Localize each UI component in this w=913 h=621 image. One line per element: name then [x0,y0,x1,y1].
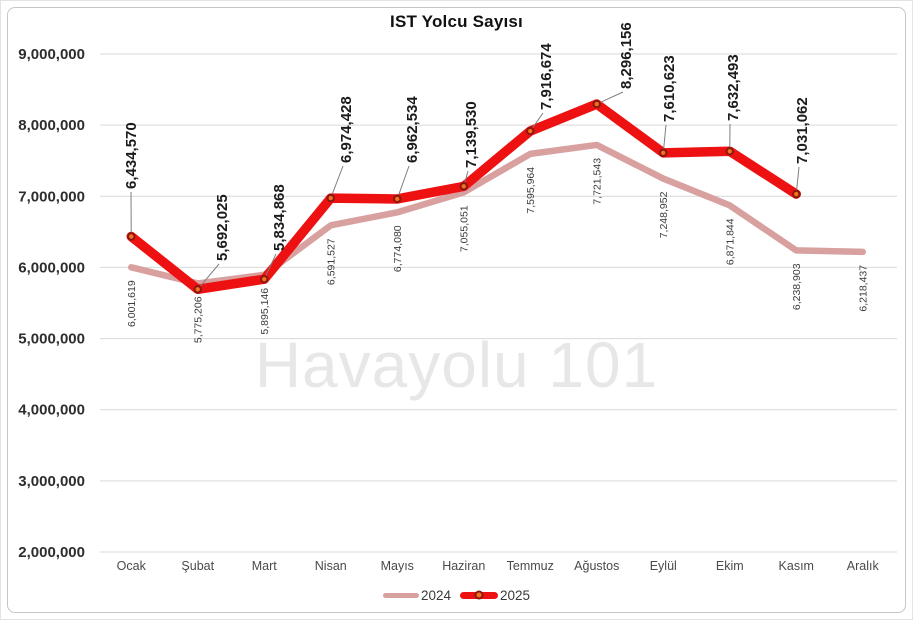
x-tick-label: Nisan [315,559,347,573]
y-tick-label: 6,000,000 [18,259,85,276]
data-point-marker-2025 [328,195,334,201]
y-tick-label: 4,000,000 [18,402,85,419]
legend-item-2024: 2024 [383,588,451,603]
data-label-2024: 6,871,844 [725,218,737,265]
data-label-2024: 7,248,952 [658,191,670,238]
data-label-2025: 6,434,570 [123,122,140,189]
data-point-marker-2025 [261,276,267,282]
data-label-2024: 7,721,543 [592,158,604,205]
legend-2025-line-swatch [460,592,498,599]
data-label-2025: 5,834,868 [271,184,288,251]
y-tick-label: 3,000,000 [18,473,85,490]
data-point-marker-2025 [461,183,467,189]
data-label-2024: 6,001,619 [126,280,138,327]
data-label-2024: 6,774,080 [392,225,404,272]
data-point-marker-2025 [660,150,666,156]
data-point-marker-2025 [594,101,600,107]
x-tick-label: Ekim [716,559,744,573]
legend-2025-label: 2025 [500,588,530,603]
x-tick-label: Ocak [117,559,147,573]
data-point-marker-2025 [195,286,201,292]
y-tick-label: 2,000,000 [18,544,85,561]
data-point-marker-2025 [394,196,400,202]
x-tick-label: Mart [252,559,278,573]
data-label-2025: 6,974,428 [338,96,355,163]
x-tick-label: Aralık [847,559,880,573]
legend-2024-label: 2024 [421,588,451,603]
data-label-2024: 5,895,146 [259,288,271,335]
data-label-2024: 6,218,437 [858,265,870,312]
x-tick-label: Mayıs [381,559,414,573]
x-tick-label: Ağustos [574,559,619,573]
data-point-marker-2025 [128,233,134,239]
legend-item-2025: 2025 [460,588,530,603]
data-point-marker-2025 [793,191,799,197]
data-label-2025: 7,916,674 [538,43,555,110]
data-point-marker-2025 [727,148,733,154]
data-label-2025: 6,962,534 [404,96,421,163]
x-tick-label: Temmuz [507,559,554,573]
x-tick-label: Kasım [779,559,814,573]
data-label-2024: 7,055,051 [459,205,471,252]
x-tick-label: Şubat [181,559,214,573]
x-tick-label: Eylül [650,559,677,573]
data-label-2025: 7,031,062 [794,97,811,164]
data-label-2024: 6,591,527 [326,238,338,285]
legend-2024-line-swatch [383,593,419,598]
label-leader-line [331,166,343,198]
data-label-2025: 8,296,156 [618,22,635,89]
label-leader-line [597,92,623,104]
y-tick-label: 8,000,000 [18,117,85,134]
data-point-marker-2025 [527,128,533,134]
y-tick-label: 5,000,000 [18,331,85,348]
data-label-2025: 7,632,493 [725,54,742,121]
data-label-2024: 7,595,964 [525,167,537,214]
legend-2025-marker-icon [475,591,484,600]
data-label-2025: 7,139,530 [463,101,480,168]
data-label-2025: 7,610,623 [661,55,678,122]
data-label-2024: 5,775,206 [193,296,205,343]
data-label-2024: 6,238,903 [791,263,803,310]
y-tick-label: 7,000,000 [18,188,85,205]
x-tick-label: Haziran [442,559,485,573]
y-tick-label: 9,000,000 [18,46,85,63]
chart-legend: 2024 2025 [1,584,912,606]
data-label-2025: 5,692,025 [214,194,231,261]
